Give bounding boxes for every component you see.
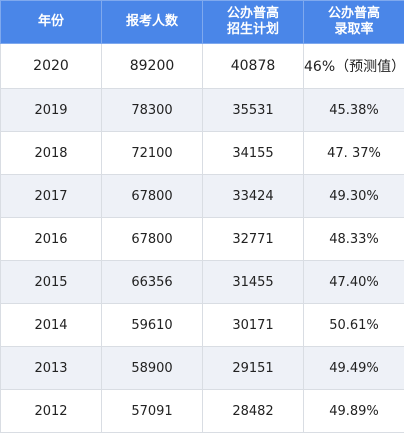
cell-rate: 46%（预测值） — [304, 44, 404, 89]
table-row: 2020 89200 40878 46%（预测值） — [1, 44, 404, 89]
cell-plan: 30171 — [203, 304, 304, 347]
table-row: 2016 67800 32771 48.33% — [1, 218, 404, 261]
header-applicants-label: 报考人数 — [102, 14, 202, 30]
header-plan: 公办普高 招生计划 — [203, 1, 304, 44]
cell-rate: 49.30% — [304, 175, 404, 218]
header-rate-line1: 公办普高 — [304, 6, 404, 22]
cell-rate: 49.49% — [304, 347, 404, 390]
cell-plan: 34155 — [203, 132, 304, 175]
cell-rate: 48.33% — [304, 218, 404, 261]
cell-year: 2016 — [1, 218, 102, 261]
header-row: 年份 报考人数 公办普高 招生计划 公办普高 录取率 — [1, 1, 404, 44]
cell-year: 2014 — [1, 304, 102, 347]
table-header: 年份 报考人数 公办普高 招生计划 公办普高 录取率 — [1, 1, 404, 44]
cell-year: 2015 — [1, 261, 102, 304]
table-row: 2012 57091 28482 49.89% — [1, 390, 404, 433]
table-row: 2015 66356 31455 47.40% — [1, 261, 404, 304]
cell-year: 2020 — [1, 44, 102, 89]
cell-plan: 40878 — [203, 44, 304, 89]
header-rate: 公办普高 录取率 — [304, 1, 404, 44]
header-rate-line2: 录取率 — [304, 22, 404, 38]
cell-applicants: 67800 — [102, 175, 203, 218]
cell-year: 2018 — [1, 132, 102, 175]
table-row: 2018 72100 34155 47. 37% — [1, 132, 404, 175]
cell-plan: 33424 — [203, 175, 304, 218]
cell-applicants: 59610 — [102, 304, 203, 347]
cell-year: 2012 — [1, 390, 102, 433]
header-year: 年份 — [1, 1, 102, 44]
cell-plan: 29151 — [203, 347, 304, 390]
cell-plan: 32771 — [203, 218, 304, 261]
header-applicants: 报考人数 — [102, 1, 203, 44]
table-row: 2014 59610 30171 50.61% — [1, 304, 404, 347]
cell-applicants: 58900 — [102, 347, 203, 390]
cell-applicants: 89200 — [102, 44, 203, 89]
cell-applicants: 57091 — [102, 390, 203, 433]
cell-year: 2019 — [1, 89, 102, 132]
cell-plan: 31455 — [203, 261, 304, 304]
cell-applicants: 72100 — [102, 132, 203, 175]
header-plan-line2: 招生计划 — [203, 22, 303, 38]
cell-year: 2013 — [1, 347, 102, 390]
cell-rate: 49.89% — [304, 390, 404, 433]
cell-plan: 28482 — [203, 390, 304, 433]
table-body: 2020 89200 40878 46%（预测值） 2019 78300 355… — [1, 44, 404, 433]
cell-rate: 50.61% — [304, 304, 404, 347]
cell-applicants: 78300 — [102, 89, 203, 132]
cell-rate: 47. 37% — [304, 132, 404, 175]
table-row: 2013 58900 29151 49.49% — [1, 347, 404, 390]
header-year-label: 年份 — [1, 14, 101, 30]
cell-rate: 47.40% — [304, 261, 404, 304]
cell-year: 2017 — [1, 175, 102, 218]
cell-applicants: 66356 — [102, 261, 203, 304]
table-row: 2017 67800 33424 49.30% — [1, 175, 404, 218]
cell-applicants: 67800 — [102, 218, 203, 261]
cell-plan: 35531 — [203, 89, 304, 132]
header-plan-line1: 公办普高 — [203, 6, 303, 22]
table-row: 2019 78300 35531 45.38% — [1, 89, 404, 132]
cell-rate: 45.38% — [304, 89, 404, 132]
